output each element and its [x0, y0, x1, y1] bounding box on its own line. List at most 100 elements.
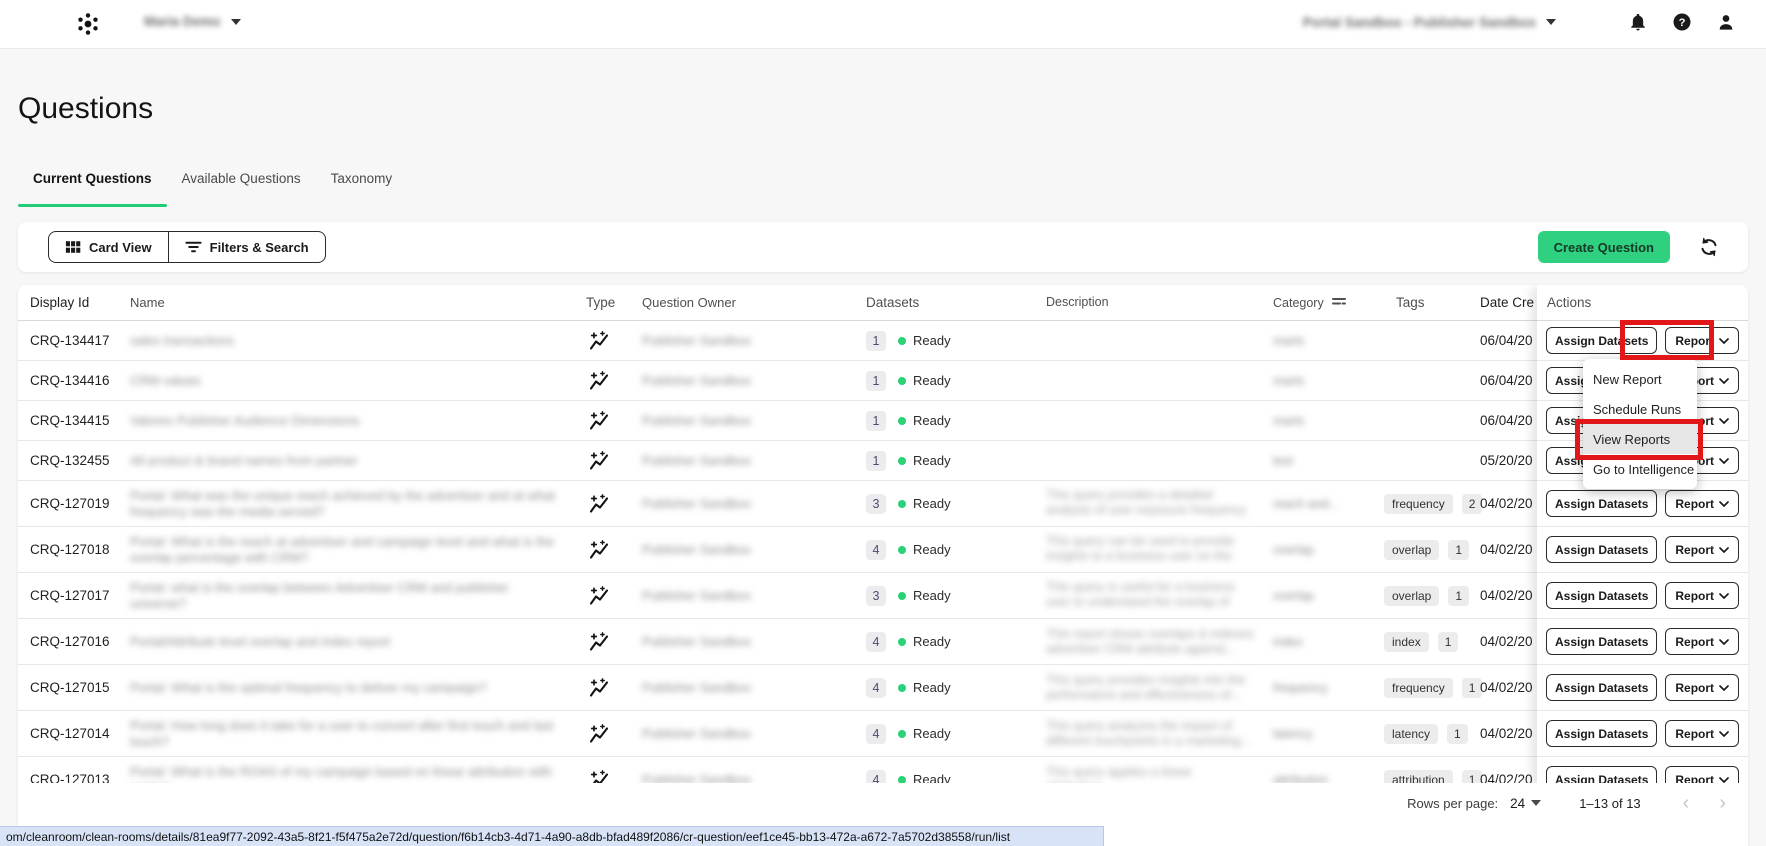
question-owner-cell: Publisher Sandbox	[642, 333, 752, 348]
card-view-button[interactable]: Card View	[49, 232, 168, 262]
table-row[interactable]: CRQ-127014 Portal: How long does it take…	[18, 711, 1748, 757]
tags-cell: index 1	[1384, 631, 1468, 652]
description-cell: This query is useful for a business user…	[1046, 580, 1235, 611]
status-ready-dot	[898, 545, 906, 554]
assign-datasets-button[interactable]: Assign Datasets	[1546, 720, 1658, 747]
assign-datasets-button[interactable]: Assign Datasets	[1546, 327, 1658, 354]
category-cell: latency	[1273, 726, 1313, 741]
question-type-icon	[586, 539, 642, 561]
datasets-count-badge: 1	[866, 450, 886, 471]
tags-cell: overlap 1	[1384, 585, 1470, 606]
tab-taxonomy[interactable]: Taxonomy	[330, 171, 393, 186]
question-type-icon	[586, 493, 642, 515]
table-row[interactable]: CRQ-127018 Portal: What is the reach at …	[18, 527, 1748, 573]
menu-item-view-reports[interactable]: View Reports	[1583, 424, 1697, 454]
assign-datasets-button[interactable]: Assign Datasets	[1546, 490, 1658, 517]
sandbox-switcher[interactable]: Portal Sandbox - Publisher Sandbox	[1303, 15, 1556, 30]
date-created-cell: 04/02/20	[1480, 496, 1533, 511]
assign-datasets-button[interactable]: Assign Datasets	[1546, 536, 1658, 563]
table-row[interactable]: CRQ-127017 Portal: what is the overlap b…	[18, 573, 1748, 619]
tab-current-questions[interactable]: Current Questions	[18, 150, 167, 207]
tag-count-badge: 1	[1461, 677, 1483, 698]
help-icon[interactable]: ?	[1672, 12, 1692, 32]
questions-tabs: Current Questions Available Questions Ta…	[18, 150, 407, 207]
header-date-created: Date Cre	[1480, 295, 1535, 310]
date-created-cell: 05/20/20	[1480, 453, 1533, 468]
workspace-name: Maria Demo	[144, 14, 221, 29]
actions-row: Assign Datasets Report •••	[1537, 527, 1748, 573]
page-title: Questions	[18, 92, 154, 125]
status-ready-dot	[898, 456, 906, 465]
datasets-cell: 1 Ready	[846, 330, 1046, 351]
report-dropdown-button[interactable]: Report	[1665, 628, 1740, 655]
datasets-cell: 4 Ready	[846, 723, 1046, 744]
assign-datasets-button[interactable]: Assign Datasets	[1546, 582, 1658, 609]
top-navigation-bar: Maria Demo Portal Sandbox - Publisher Sa…	[0, 0, 1766, 49]
datasets-count-badge: 4	[866, 631, 886, 652]
table-row[interactable]: CRQ-127019 Portal: What was the unique r…	[18, 481, 1748, 527]
refresh-icon[interactable]	[1698, 236, 1720, 258]
filter-icon	[185, 240, 202, 254]
report-dropdown-button[interactable]: Report	[1665, 582, 1740, 609]
actions-row: Assign Datasets Report •••	[1537, 619, 1748, 665]
previous-page-button[interactable]: ‹	[1682, 792, 1690, 814]
table-row[interactable]: CRQ-132455 All product & brand names fro…	[18, 441, 1748, 481]
display-id-cell: CRQ-127019	[30, 496, 110, 511]
category-cell: marts	[1273, 333, 1305, 348]
create-question-button[interactable]: Create Question	[1537, 231, 1670, 263]
description-cell: This query provides insights into the pe…	[1046, 672, 1246, 702]
question-type-icon	[586, 370, 642, 392]
svg-text:?: ?	[1679, 17, 1686, 29]
report-dropdown-button[interactable]: Report	[1665, 720, 1740, 747]
status-label: Ready	[913, 680, 951, 695]
menu-item-new-report[interactable]: New Report	[1593, 371, 1662, 387]
user-profile-icon[interactable]	[1716, 12, 1736, 32]
report-dropdown-button[interactable]: Report	[1665, 327, 1740, 354]
actions-row: Assign Datasets Report •••	[1537, 711, 1748, 757]
menu-item-go-to-intelligence[interactable]: Go to Intelligence	[1593, 461, 1695, 477]
question-name-cell: Portal/Attribute level overlap and index…	[130, 633, 391, 649]
question-owner-cell: Publisher Sandbox	[642, 634, 752, 649]
question-owner-cell: Publisher Sandbox	[642, 373, 752, 388]
date-created-cell: 06/04/20	[1480, 413, 1533, 428]
workspace-switcher[interactable]: Maria Demo	[144, 14, 241, 29]
menu-item-schedule-runs[interactable]: Schedule Runs	[1593, 401, 1682, 417]
report-dropdown-button[interactable]: Report	[1665, 490, 1740, 517]
assign-datasets-button[interactable]: Assign Datasets	[1546, 628, 1658, 655]
report-dropdown-button[interactable]: Report	[1665, 536, 1740, 563]
table-row[interactable]: CRQ-134416 CRM values Publisher Sandbox …	[18, 361, 1748, 401]
date-created-cell: 04/02/20	[1480, 634, 1533, 649]
filters-search-button[interactable]: Filters & Search	[167, 232, 325, 262]
status-label: Ready	[913, 333, 951, 348]
table-row[interactable]: CRQ-134415 Valores Publisher Audience Di…	[18, 401, 1748, 441]
tab-available-questions[interactable]: Available Questions	[181, 171, 301, 186]
datasets-count-badge: 4	[866, 677, 886, 698]
link-preview-statusbar: om/cleanroom/clean-rooms/details/81ea9f7…	[0, 826, 1104, 846]
next-page-button[interactable]: ›	[1719, 792, 1726, 814]
description-cell: This report shows overlaps & indexes adv…	[1046, 626, 1254, 656]
header-category[interactable]: Category	[1273, 296, 1384, 310]
rows-per-page-select[interactable]: 24	[1510, 796, 1542, 811]
datasets-count-badge: 1	[866, 330, 886, 351]
status-ready-dot	[898, 729, 906, 738]
table-row[interactable]: CRQ-127016 Portal/Attribute level overla…	[18, 619, 1748, 665]
question-name-cell: Portal: What is the optimal frequency to…	[130, 679, 487, 695]
display-id-cell: CRQ-132455	[30, 453, 110, 468]
question-type-icon	[586, 723, 642, 745]
notifications-bell-icon[interactable]	[1628, 12, 1648, 32]
report-dropdown-button[interactable]: Report	[1665, 674, 1740, 701]
display-id-cell: CRQ-127017	[30, 588, 110, 603]
actions-row: Assign Datasets Report •••	[1537, 321, 1748, 361]
question-name-cell: All product & brand names from partner	[130, 452, 358, 468]
chevron-down-icon	[1546, 19, 1556, 25]
question-owner-cell: Publisher Sandbox	[642, 542, 752, 557]
table-row[interactable]: CRQ-127015 Portal: What is the optimal f…	[18, 665, 1748, 711]
tag-count-badge: 2	[1461, 493, 1483, 514]
table-row[interactable]: CRQ-134417 sales transactions Publisher …	[18, 321, 1748, 361]
header-type: Type	[586, 295, 616, 310]
display-id-cell: CRQ-134415	[30, 413, 110, 428]
datasets-cell: 4 Ready	[846, 677, 1046, 698]
datasets-count-badge: 4	[866, 723, 886, 744]
question-owner-cell: Publisher Sandbox	[642, 726, 752, 741]
assign-datasets-button[interactable]: Assign Datasets	[1546, 674, 1658, 701]
